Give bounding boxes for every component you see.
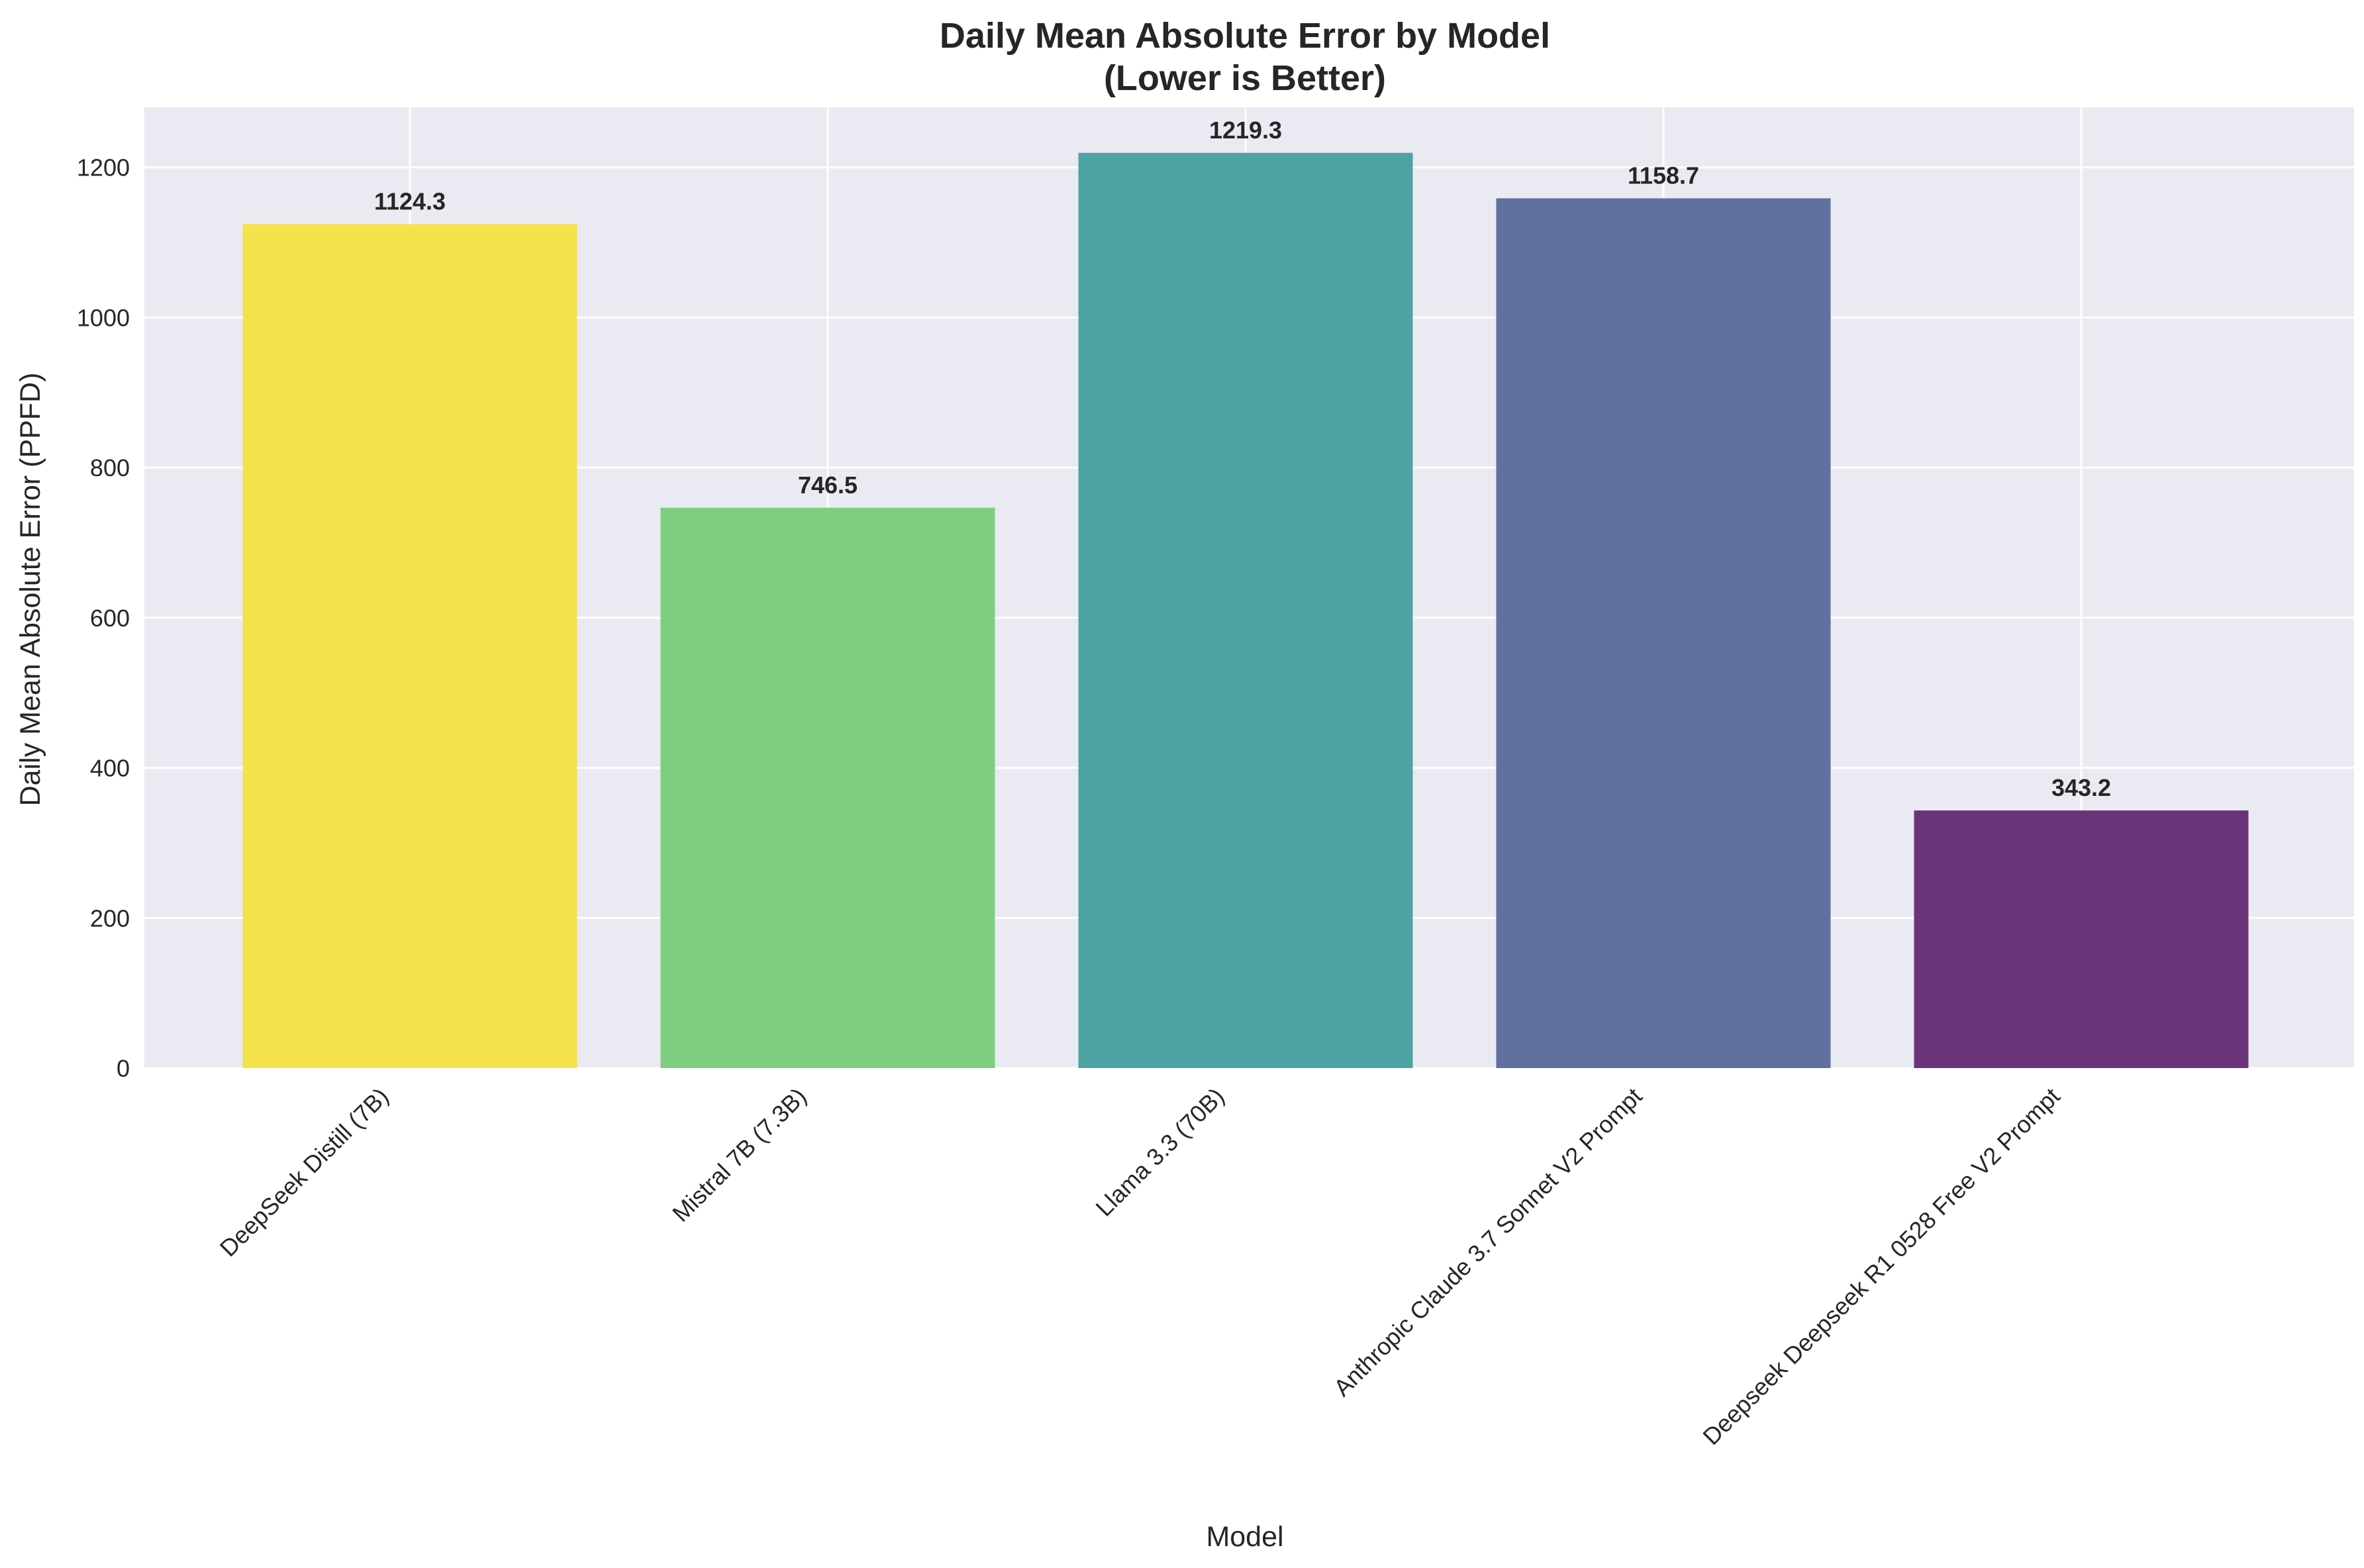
bar-value-label: 1158.7 [1628, 162, 1699, 189]
y-tick-label: 1000 [77, 304, 130, 331]
y-tick-label: 600 [90, 605, 130, 632]
y-tick-label: 1200 [77, 154, 130, 181]
bar-value-label: 343.2 [2051, 774, 2111, 801]
y-tick-label: 800 [90, 454, 130, 481]
y-tick-label: 400 [90, 755, 130, 782]
y-axis-ticks: 0 200 400 600 800 1000 1200 [77, 154, 130, 1082]
y-tick-label: 0 [117, 1055, 130, 1082]
bar-value-label: 1219.3 [1209, 117, 1282, 144]
bar [660, 507, 995, 1068]
bar [242, 224, 577, 1069]
bar-value-label: 1124.3 [374, 188, 446, 215]
x-axis-label: Model [1206, 1521, 1283, 1553]
chart-subtitle: (Lower is Better) [1104, 58, 1386, 98]
bar-value-label: 746.5 [798, 471, 858, 499]
data-labels: 1124.3 746.5 1219.3 1158.7 343.2 [374, 117, 2111, 801]
chart-title: Daily Mean Absolute Error by Model [940, 16, 1550, 56]
y-tick-label: 200 [90, 905, 130, 932]
bar [1914, 810, 2249, 1068]
y-axis-label: Daily Mean Absolute Error (PPFD) [15, 373, 46, 807]
bars [242, 152, 2249, 1069]
bar [1078, 152, 1413, 1069]
bar [1496, 198, 1831, 1069]
